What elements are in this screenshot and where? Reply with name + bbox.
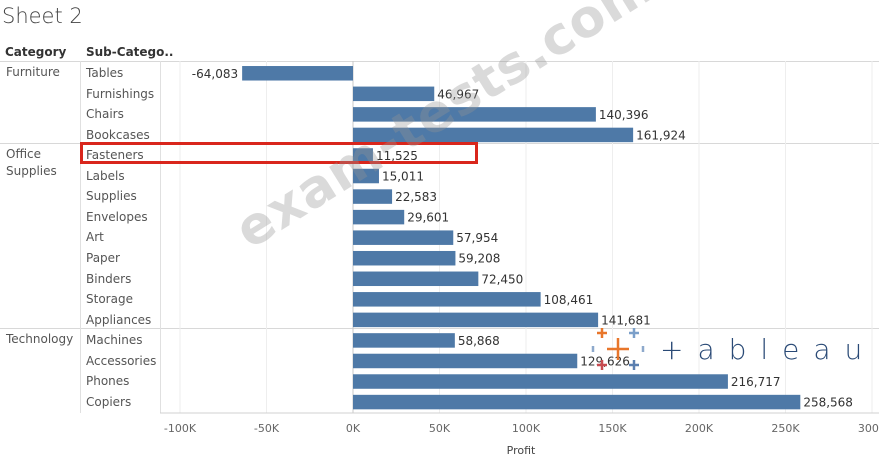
bar-tables[interactable]: [242, 66, 353, 81]
subcategory-label-storage[interactable]: Storage: [86, 292, 133, 307]
subcategory-label-copiers[interactable]: Copiers: [86, 394, 132, 409]
subcategory-label-furnishings[interactable]: Furnishings: [86, 86, 155, 101]
bar-art[interactable]: [353, 230, 454, 245]
subcategory-label-phones[interactable]: Phones: [86, 374, 130, 389]
x-tick-label: 100K: [512, 422, 541, 435]
bar-binders[interactable]: [353, 271, 479, 287]
category-label-office-supplies: Office Supplies: [6, 147, 57, 178]
bar-appliances[interactable]: [353, 312, 599, 328]
data-label: 258,568: [803, 396, 853, 410]
subcategory-label-envelopes[interactable]: Envelopes: [86, 209, 148, 224]
tableau-logo-mark-icon: [591, 328, 645, 370]
data-label: 58,868: [458, 334, 500, 348]
subcategory-label-art[interactable]: Art: [86, 230, 104, 245]
category-label-technology: Technology: [6, 332, 74, 346]
bar-chairs[interactable]: [353, 107, 596, 122]
category-label-furniture: Furniture: [6, 65, 60, 79]
column-divider: [160, 61, 161, 413]
bar-accessories[interactable]: [353, 353, 578, 369]
bar-fasteners[interactable]: [353, 148, 373, 163]
subcategory-label-appliances[interactable]: Appliances: [86, 312, 152, 327]
bar-phones[interactable]: [353, 374, 728, 389]
bar-bookcases[interactable]: [353, 127, 634, 143]
data-label: 72,450: [481, 272, 523, 286]
bar-storage[interactable]: [353, 292, 541, 307]
subcategory-label-binders[interactable]: Binders: [86, 271, 132, 286]
x-tick-label: 0K: [346, 422, 361, 435]
subcategory-label-paper[interactable]: Paper: [86, 250, 120, 265]
x-tick-label: -100K: [164, 422, 197, 435]
subcategory-label-bookcases[interactable]: Bookcases: [86, 127, 150, 142]
data-label: 141,681: [601, 313, 651, 327]
data-label: 22,583: [395, 190, 437, 204]
subcategory-label-labels[interactable]: Labels: [86, 168, 125, 183]
subcategory-label-tables[interactable]: Tables: [86, 66, 124, 80]
subcategory-label-chairs[interactable]: Chairs: [86, 107, 124, 122]
bar-envelopes[interactable]: [353, 209, 405, 225]
subcategory-label-machines[interactable]: Machines: [86, 333, 143, 348]
column-divider: [80, 61, 81, 413]
header-subcategory[interactable]: Sub-Catego..: [86, 45, 174, 59]
data-label: 57,954: [456, 231, 498, 245]
data-label: 140,396: [599, 108, 649, 122]
x-tick-label: 50K: [429, 422, 451, 435]
x-tick-label: 150K: [598, 422, 627, 435]
bar-copiers[interactable]: [353, 394, 801, 410]
subcategory-label-supplies[interactable]: Supplies: [86, 189, 137, 204]
bar-paper[interactable]: [353, 250, 456, 266]
data-label: 11,525: [376, 149, 418, 163]
data-label: -64,083: [192, 67, 238, 81]
bar-supplies[interactable]: [353, 189, 393, 204]
data-label: 29,601: [407, 211, 449, 225]
data-label: 216,717: [731, 375, 781, 389]
header-category[interactable]: Category: [5, 45, 67, 59]
data-label: 46,967: [437, 87, 479, 101]
bar-furnishings[interactable]: [353, 86, 435, 102]
data-label: 59,208: [458, 252, 500, 266]
fasteners-highlight-box: [80, 142, 478, 164]
x-axis-title: Profit: [507, 444, 536, 456]
sheet-title: Sheet 2: [2, 4, 83, 28]
data-label: 161,924: [636, 128, 686, 142]
x-tick-label: 300K: [858, 422, 879, 435]
data-label: 15,011: [382, 170, 424, 184]
bar-labels[interactable]: [353, 168, 379, 184]
data-label: 108,461: [544, 293, 594, 307]
x-tick-label: -50K: [254, 422, 280, 435]
subcategory-label-fasteners[interactable]: Fasteners: [86, 148, 144, 163]
bar-machines[interactable]: [353, 333, 455, 348]
tableau-logo-text: +ableau: [660, 333, 877, 366]
subcategory-label-accessories[interactable]: Accessories: [86, 353, 157, 368]
x-tick-label: 250K: [771, 422, 800, 435]
x-tick-label: 200K: [685, 422, 714, 435]
